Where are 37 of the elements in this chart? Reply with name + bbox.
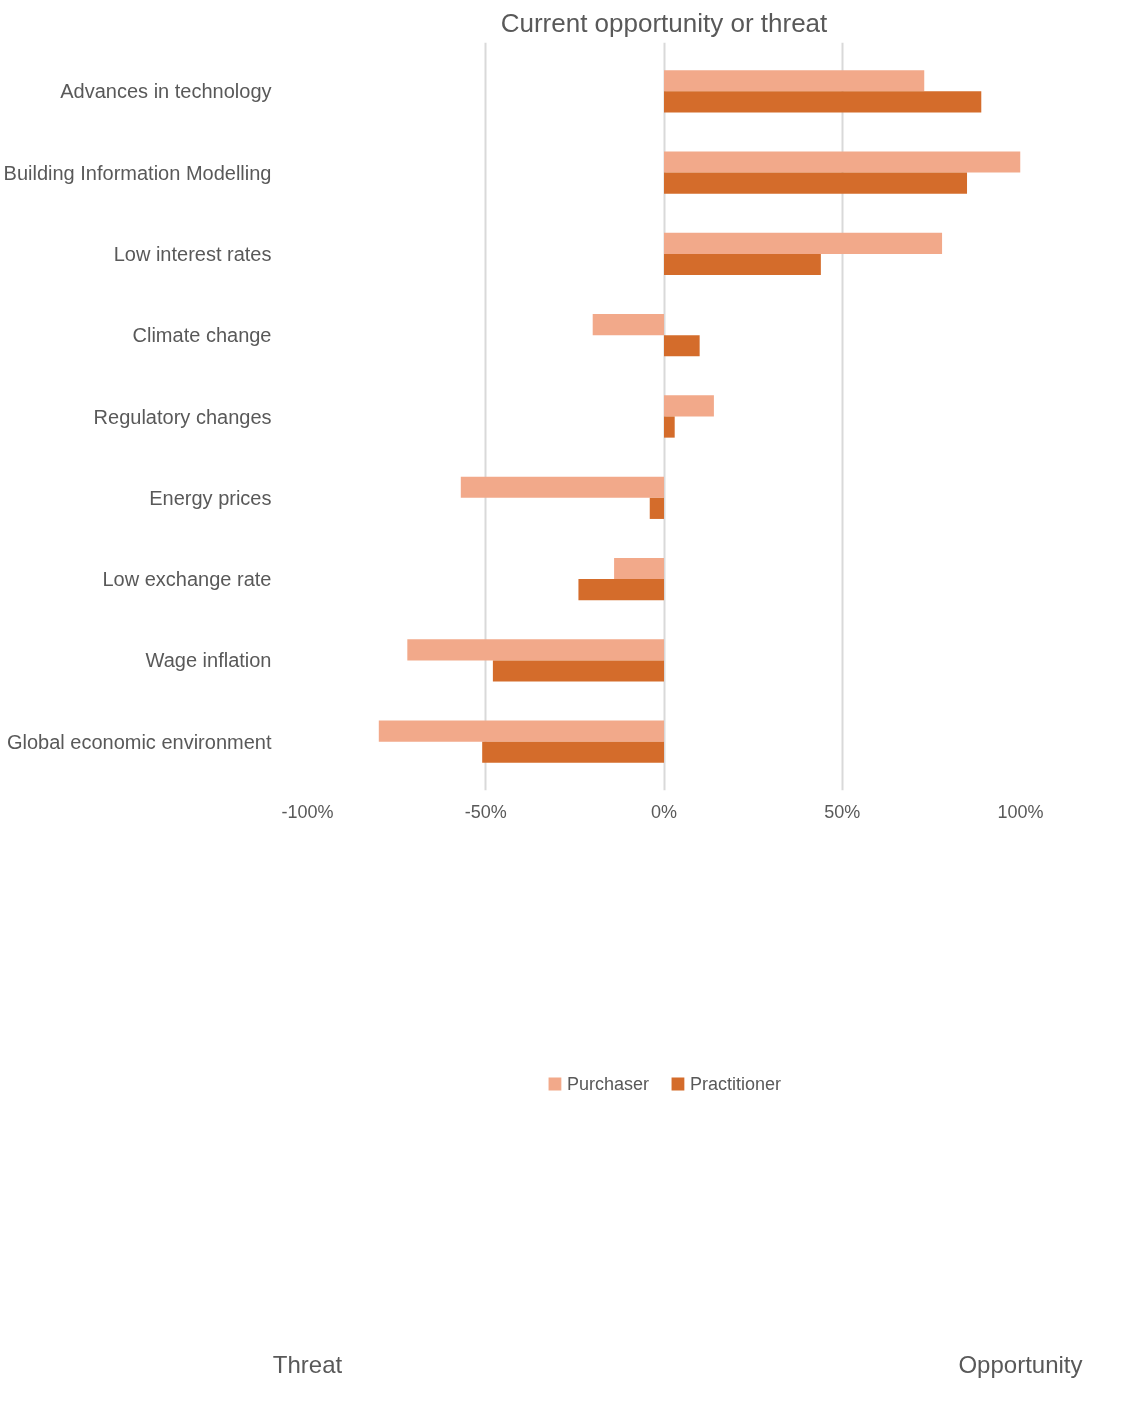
bar — [664, 395, 714, 417]
y-tick-label: Energy prices — [149, 486, 272, 509]
bar — [614, 557, 664, 580]
y-tick-label: Wage inflation — [145, 649, 272, 672]
x-tick-label: 0% — [650, 801, 678, 822]
bar — [482, 741, 664, 763]
text: Opportunity — [958, 1350, 1083, 1378]
bar — [664, 232, 943, 254]
bar — [664, 335, 700, 357]
legend-label: Purchaser — [566, 1073, 649, 1095]
bar — [460, 476, 664, 498]
bar — [578, 579, 664, 601]
chart-title: Current opportunity or threat — [500, 7, 829, 38]
bar — [592, 314, 664, 336]
x-tick-label: -50% — [464, 801, 507, 822]
x-tick-label: -100% — [281, 801, 334, 822]
text: Threat — [272, 1350, 343, 1378]
y-tick-label: Advances in technology — [60, 80, 272, 103]
bar — [664, 70, 925, 92]
bar — [664, 172, 968, 194]
bar — [492, 660, 664, 682]
bar — [664, 416, 675, 438]
legend-label: Practitioner — [690, 1073, 782, 1095]
bar — [407, 639, 664, 661]
y-tick-label: Low exchange rate — [102, 568, 272, 591]
x-tick-label: 100% — [997, 801, 1044, 822]
y-tick-label: Low interest rates — [113, 242, 272, 265]
bar — [664, 91, 982, 113]
bar — [664, 151, 1021, 173]
y-tick-label: Building Information Modelling — [3, 161, 272, 184]
y-tick-label: Global economic environment — [6, 730, 272, 753]
bar — [649, 497, 664, 519]
x-tick-label: 50% — [824, 801, 861, 822]
y-tick-label: Regulatory changes — [93, 405, 272, 428]
bar — [378, 720, 664, 742]
bar — [664, 253, 821, 276]
y-tick-label: Climate change — [132, 324, 272, 347]
